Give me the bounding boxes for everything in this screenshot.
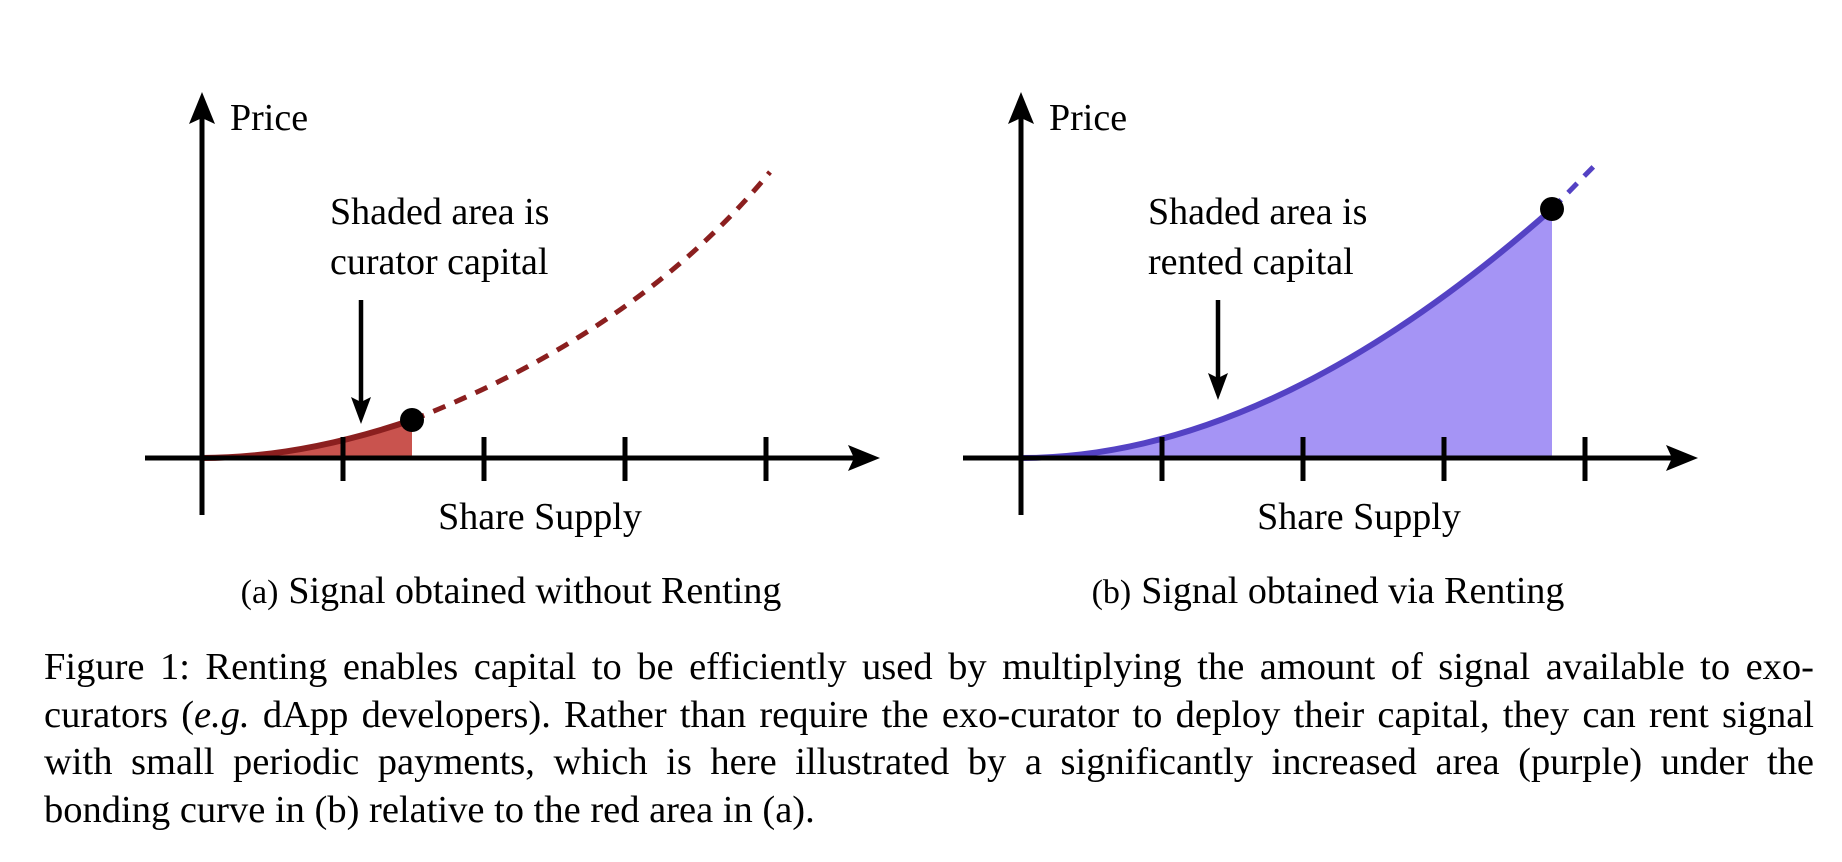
figure-graphic: Price Shaded area is curator capital Sha… — [145, 92, 1698, 612]
x-axis-label: Share Supply — [438, 496, 642, 538]
subcaption-label: (a) — [241, 574, 279, 611]
caption-prefix: Figure 1: Renting enables capital to be … — [44, 646, 1814, 736]
annotation-arrowhead — [351, 397, 371, 424]
caption-italic: e.g. — [194, 693, 250, 736]
subcaption-text: Signal obtained without Renting — [288, 570, 781, 612]
current-supply-dot — [400, 408, 424, 432]
rented-capital-area — [1021, 209, 1552, 458]
y-axis-arrowhead — [189, 92, 215, 124]
subcaption-a: (a) Signal obtained without Renting — [241, 570, 782, 612]
annotation-line-1: Shaded area is — [1148, 191, 1367, 233]
annotation-line-1: Shaded area is — [330, 191, 549, 233]
panel-a: Price Shaded area is curator capital Sha… — [145, 92, 880, 612]
subcaption-label: (b) — [1092, 574, 1132, 611]
x-axis-label: Share Supply — [1257, 496, 1461, 538]
current-supply-dot — [1540, 197, 1564, 221]
x-axis-arrowhead — [848, 445, 880, 471]
bonding-curve-dashed — [411, 170, 772, 423]
caption-suffix: dApp developers). Rather than require th… — [44, 693, 1814, 831]
annotation-arrowhead — [1208, 373, 1228, 400]
y-axis-label: Price — [1049, 97, 1127, 139]
subcaption-b: (b) Signal obtained via Renting — [1092, 570, 1565, 612]
y-axis-label: Price — [230, 97, 308, 139]
annotation-line-2: rented capital — [1148, 241, 1354, 283]
annotation-line-2: curator capital — [330, 241, 548, 283]
subcaption-text: Signal obtained via Renting — [1141, 570, 1564, 612]
x-axis-arrowhead — [1666, 445, 1698, 471]
panel-b: Price Shaded area is rented capital Shar… — [963, 92, 1698, 612]
curator-capital-area — [202, 420, 412, 458]
bonding-curve-solid — [1020, 206, 1554, 461]
y-axis-arrowhead — [1008, 92, 1034, 124]
figure-caption: Figure 1: Renting enables capital to be … — [44, 644, 1814, 834]
